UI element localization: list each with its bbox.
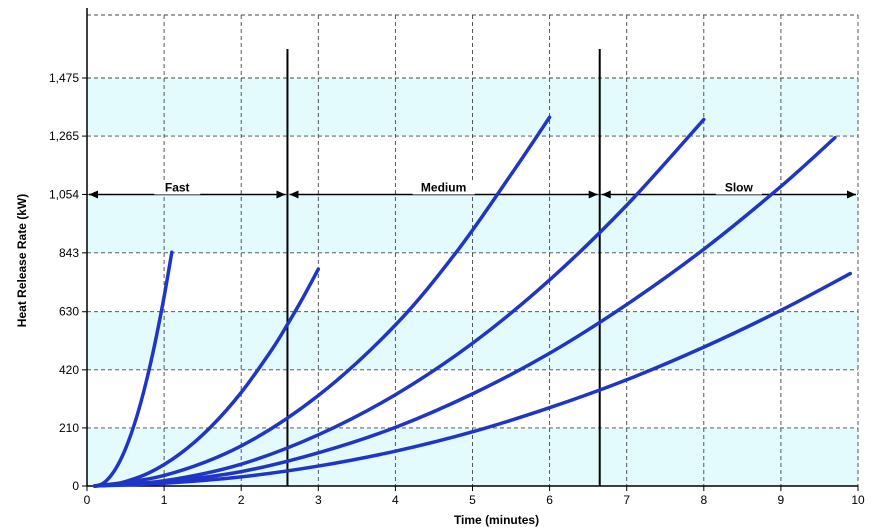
growth-curve-2 [92,267,321,488]
x-tick-label: 8 [700,493,707,507]
band [87,194,858,253]
y-tick-label: 1,265 [49,129,79,143]
arrow-head [847,190,856,199]
x-tick-label: 10 [851,493,865,507]
y-tick-label: 0 [72,479,79,493]
growth-curve-4 [92,117,706,488]
region-label: Fast [165,180,190,194]
y-axis-title: Heat Release Rate (kW) [15,194,29,327]
arrow-head [276,190,286,199]
x-tick-label: 9 [778,493,785,507]
arrow-head [289,190,299,199]
x-axis-ticks: 0 1 2 3 4 5 6 7 8 9 10 [84,486,865,507]
region-dividers [286,49,601,486]
arrow-head [588,190,598,199]
y-tick-label: 1,475 [49,71,79,85]
x-tick-label: 4 [392,493,399,507]
region-label: Medium [421,180,466,194]
x-tick-label: 3 [315,493,322,507]
x-tick-label: 5 [469,493,476,507]
region-label: Slow [725,180,754,194]
growth-curve-6 [92,271,853,488]
x-tick-label: 7 [623,493,630,507]
y-tick-label: 1,054 [49,187,79,201]
region-label-bg [154,181,201,195]
x-tick-label: 6 [546,493,553,507]
growth-curve-1 [92,250,174,488]
y-tick-label: 420 [59,363,79,377]
y-tick-label: 630 [59,305,79,319]
region-labels: Fast Medium Slow [154,180,762,195]
y-axis-ticks: 0 210 420 630 843 1,054 1,265 1,475 [49,71,87,493]
growth-curve-5 [92,135,837,488]
region-label-bg [412,181,475,195]
x-axis-title: Time (minutes) [454,513,539,527]
y-tick-label: 843 [59,246,79,260]
arrow-head [89,190,98,199]
growth-curve-3 [92,115,552,488]
y-tick-label: 210 [59,421,79,435]
x-tick-label: 1 [161,493,168,507]
growth-curves [92,115,853,488]
x-tick-label: 2 [238,493,245,507]
arrow-head [601,190,611,199]
region-label-bg [715,181,762,195]
x-tick-label: 0 [84,493,91,507]
